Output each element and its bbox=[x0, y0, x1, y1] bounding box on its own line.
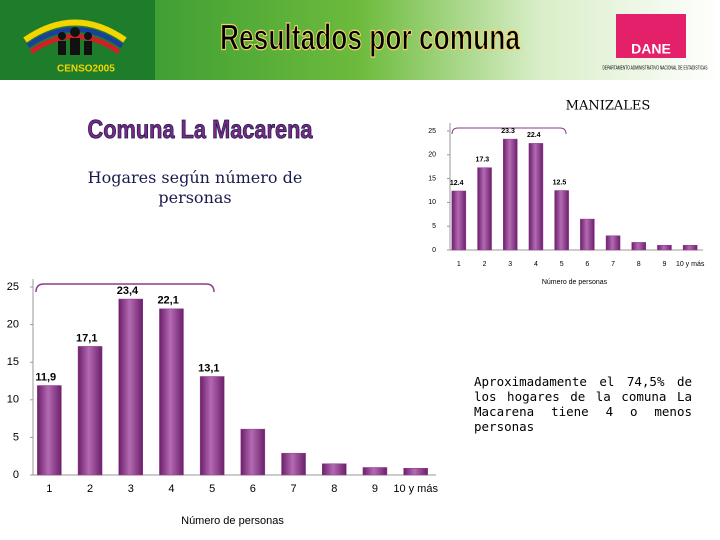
bar bbox=[657, 244, 672, 251]
data-label: 17,1 bbox=[76, 332, 97, 344]
x-tick-label: 8 bbox=[637, 261, 641, 268]
bar bbox=[159, 308, 184, 476]
bar bbox=[77, 346, 103, 476]
x-axis-title: Número de personas bbox=[542, 279, 608, 286]
note: Aproximadamente el 74,5% de los hogares … bbox=[474, 374, 692, 434]
x-tick-label: 2 bbox=[483, 261, 487, 268]
x-tick-label: 1 bbox=[46, 483, 52, 495]
y-tick-label: 0 bbox=[432, 247, 436, 254]
dane-logo bbox=[616, 14, 686, 58]
city: MANIZALES bbox=[566, 99, 651, 114]
data-label: 12.5 bbox=[553, 179, 567, 186]
logo-text: CENSO2005 bbox=[57, 64, 115, 75]
y-tick-label: 15 bbox=[7, 356, 19, 368]
bar bbox=[605, 235, 621, 251]
data-label: 22,1 bbox=[157, 295, 178, 307]
x-tick-label: 10 y más bbox=[393, 483, 438, 495]
x-tick-label: 6 bbox=[585, 261, 589, 268]
y-tick-label: 5 bbox=[432, 223, 436, 230]
agency-name: DEPARTAMENTO ADMINISTRATIVO NACIONAL DE … bbox=[603, 65, 708, 71]
bar bbox=[322, 463, 347, 476]
bar bbox=[37, 385, 62, 476]
y-tick-label: 20 bbox=[428, 152, 436, 159]
bar bbox=[118, 298, 143, 476]
bar bbox=[631, 242, 646, 251]
y-tick-label: 5 bbox=[13, 431, 19, 443]
y-tick-label: 25 bbox=[7, 281, 19, 293]
x-tick-label: 3 bbox=[508, 261, 512, 268]
x-tick-label: 2 bbox=[87, 483, 93, 495]
bracket bbox=[451, 127, 567, 135]
x-tick-label: 9 bbox=[662, 261, 666, 268]
x-tick-label: 5 bbox=[209, 483, 215, 495]
y-tick-label: 25 bbox=[428, 128, 436, 135]
bracket bbox=[35, 283, 215, 293]
logo-people bbox=[58, 27, 92, 55]
x-tick-label: 3 bbox=[128, 483, 134, 495]
bar bbox=[554, 190, 569, 251]
x-tick-label: 9 bbox=[372, 483, 378, 495]
y-tick-label: 10 bbox=[428, 199, 436, 206]
bar bbox=[362, 467, 388, 476]
bar bbox=[503, 138, 518, 251]
bar bbox=[403, 467, 428, 476]
x-tick-label: 7 bbox=[290, 483, 296, 495]
y-tick-label: 10 bbox=[7, 394, 19, 406]
data-label: 11,9 bbox=[35, 371, 56, 383]
y-tick-label: 20 bbox=[7, 319, 19, 331]
logo-arc bbox=[23, 19, 127, 43]
data-label: 17.3 bbox=[476, 156, 490, 163]
x-tick-label: 7 bbox=[611, 261, 615, 268]
subtitle: Hogares según número de personas bbox=[87, 168, 303, 207]
y-tick-label: 0 bbox=[13, 469, 19, 481]
x-tick-label: 4 bbox=[534, 261, 538, 268]
bar bbox=[281, 452, 306, 476]
bar bbox=[580, 218, 595, 251]
y-tick-label: 15 bbox=[428, 175, 436, 182]
data-label: 22.4 bbox=[527, 132, 541, 139]
bar bbox=[451, 190, 467, 251]
bar bbox=[528, 143, 544, 251]
x-tick-label: 10 y más bbox=[676, 261, 705, 268]
comuna-title: Comuna La Macarena bbox=[88, 114, 313, 144]
dane-text: DANE bbox=[631, 41, 671, 57]
x-tick-label: 6 bbox=[250, 483, 256, 495]
x-tick-label: 1 bbox=[457, 261, 461, 268]
page-title: Resultados por comuna bbox=[220, 17, 521, 58]
x-tick-label: 5 bbox=[560, 261, 564, 268]
bar bbox=[199, 376, 225, 476]
data-label: 23.3 bbox=[501, 128, 515, 135]
bar bbox=[240, 428, 266, 476]
bar bbox=[682, 244, 698, 251]
bar bbox=[477, 167, 492, 251]
x-tick-label: 8 bbox=[331, 483, 337, 495]
data-label: 13,1 bbox=[198, 362, 219, 374]
data-label: 12.4 bbox=[450, 180, 464, 187]
x-axis-title: Número de personas bbox=[181, 515, 284, 527]
data-label: 23,4 bbox=[117, 285, 139, 297]
x-tick-label: 4 bbox=[168, 483, 174, 495]
